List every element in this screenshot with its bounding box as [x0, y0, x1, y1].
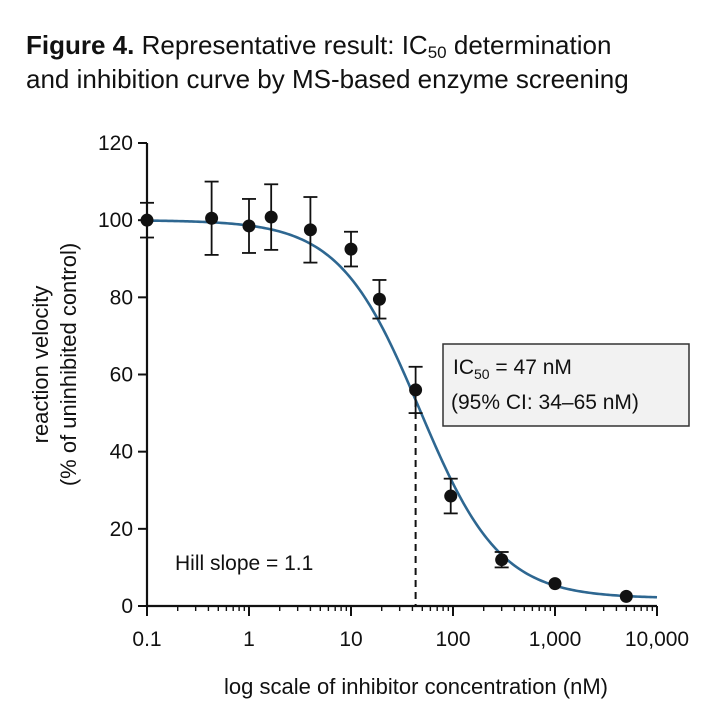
y-axis-label-line2: (% of uninhibited control) — [56, 243, 81, 486]
ic50-suffix: = 47 nM — [490, 356, 572, 379]
point-marker — [409, 383, 423, 397]
y-tick-label: 20 — [110, 518, 133, 541]
data-point — [548, 577, 562, 591]
data-point — [408, 365, 423, 414]
data-point — [140, 201, 154, 239]
x-tick-label: 0.1 — [132, 628, 161, 651]
y-axis-label: reaction velocity (% of uninhibited cont… — [28, 243, 81, 486]
x-tick-label: 100 — [435, 628, 470, 651]
data-point — [443, 477, 458, 515]
point-marker — [264, 210, 278, 224]
x-axis-label: log scale of inhibitor concentration (nM… — [224, 674, 608, 699]
data-point — [372, 279, 387, 320]
data-point — [619, 589, 633, 603]
title-line2: and inhibition curve by MS-based enzyme … — [26, 64, 629, 94]
y-tick-label: 80 — [110, 286, 133, 309]
data-point — [494, 551, 509, 569]
point-marker — [344, 242, 358, 256]
point-marker — [205, 211, 219, 225]
y-axis-label-line1: reaction velocity — [28, 286, 53, 444]
figure-label: Figure 4. — [26, 30, 135, 60]
x-tick-label: 10,000 — [625, 628, 689, 651]
hill-slope-annotation: Hill slope = 1.1 — [175, 552, 313, 575]
title-part2: determination — [446, 30, 612, 60]
point-marker — [303, 223, 317, 237]
x-tick-label: 1 — [243, 628, 255, 651]
data-point — [344, 230, 358, 268]
point-marker — [242, 219, 256, 233]
title-subscript: 50 — [427, 43, 447, 62]
data-points — [140, 180, 633, 603]
ic50-subscript: 50 — [474, 366, 490, 382]
ic50-prefix: IC — [453, 356, 474, 379]
y-tick-label: 120 — [98, 132, 133, 155]
title-part1: Representative result: IC — [134, 30, 428, 60]
point-marker — [548, 577, 562, 591]
data-point — [264, 183, 279, 251]
point-marker — [140, 213, 154, 227]
ic50-ci-text: (95% CI: 34–65 nM) — [451, 391, 639, 414]
ic50-box-frame — [442, 343, 690, 427]
x-tick-label: 10 — [339, 628, 362, 651]
ic50-annotation-box: IC50 = 47 nM (95% CI: 34–65 nM) — [442, 343, 690, 427]
ic50-value-text: IC50 = 47 nM — [453, 356, 572, 382]
point-marker — [444, 489, 458, 503]
y-ticks: 0 20 40 60 80 100 120 — [98, 132, 147, 618]
data-point — [303, 196, 318, 264]
y-tick-label: 60 — [110, 364, 133, 387]
fit-curve — [146, 219, 658, 599]
x-ticks: 0.1 1 10 100 1,000 10,000 — [132, 606, 689, 651]
x-tick-label: 1,000 — [529, 628, 582, 651]
y-tick-label: 0 — [121, 595, 133, 618]
data-point — [242, 198, 256, 254]
y-tick-label: 40 — [110, 441, 133, 464]
data-point — [204, 180, 219, 256]
y-tick-label: 100 — [98, 209, 133, 232]
point-marker — [495, 553, 509, 567]
point-marker — [372, 292, 386, 306]
point-marker — [619, 589, 633, 603]
figure-title: Figure 4. Representative result: IC50 de… — [26, 28, 706, 96]
